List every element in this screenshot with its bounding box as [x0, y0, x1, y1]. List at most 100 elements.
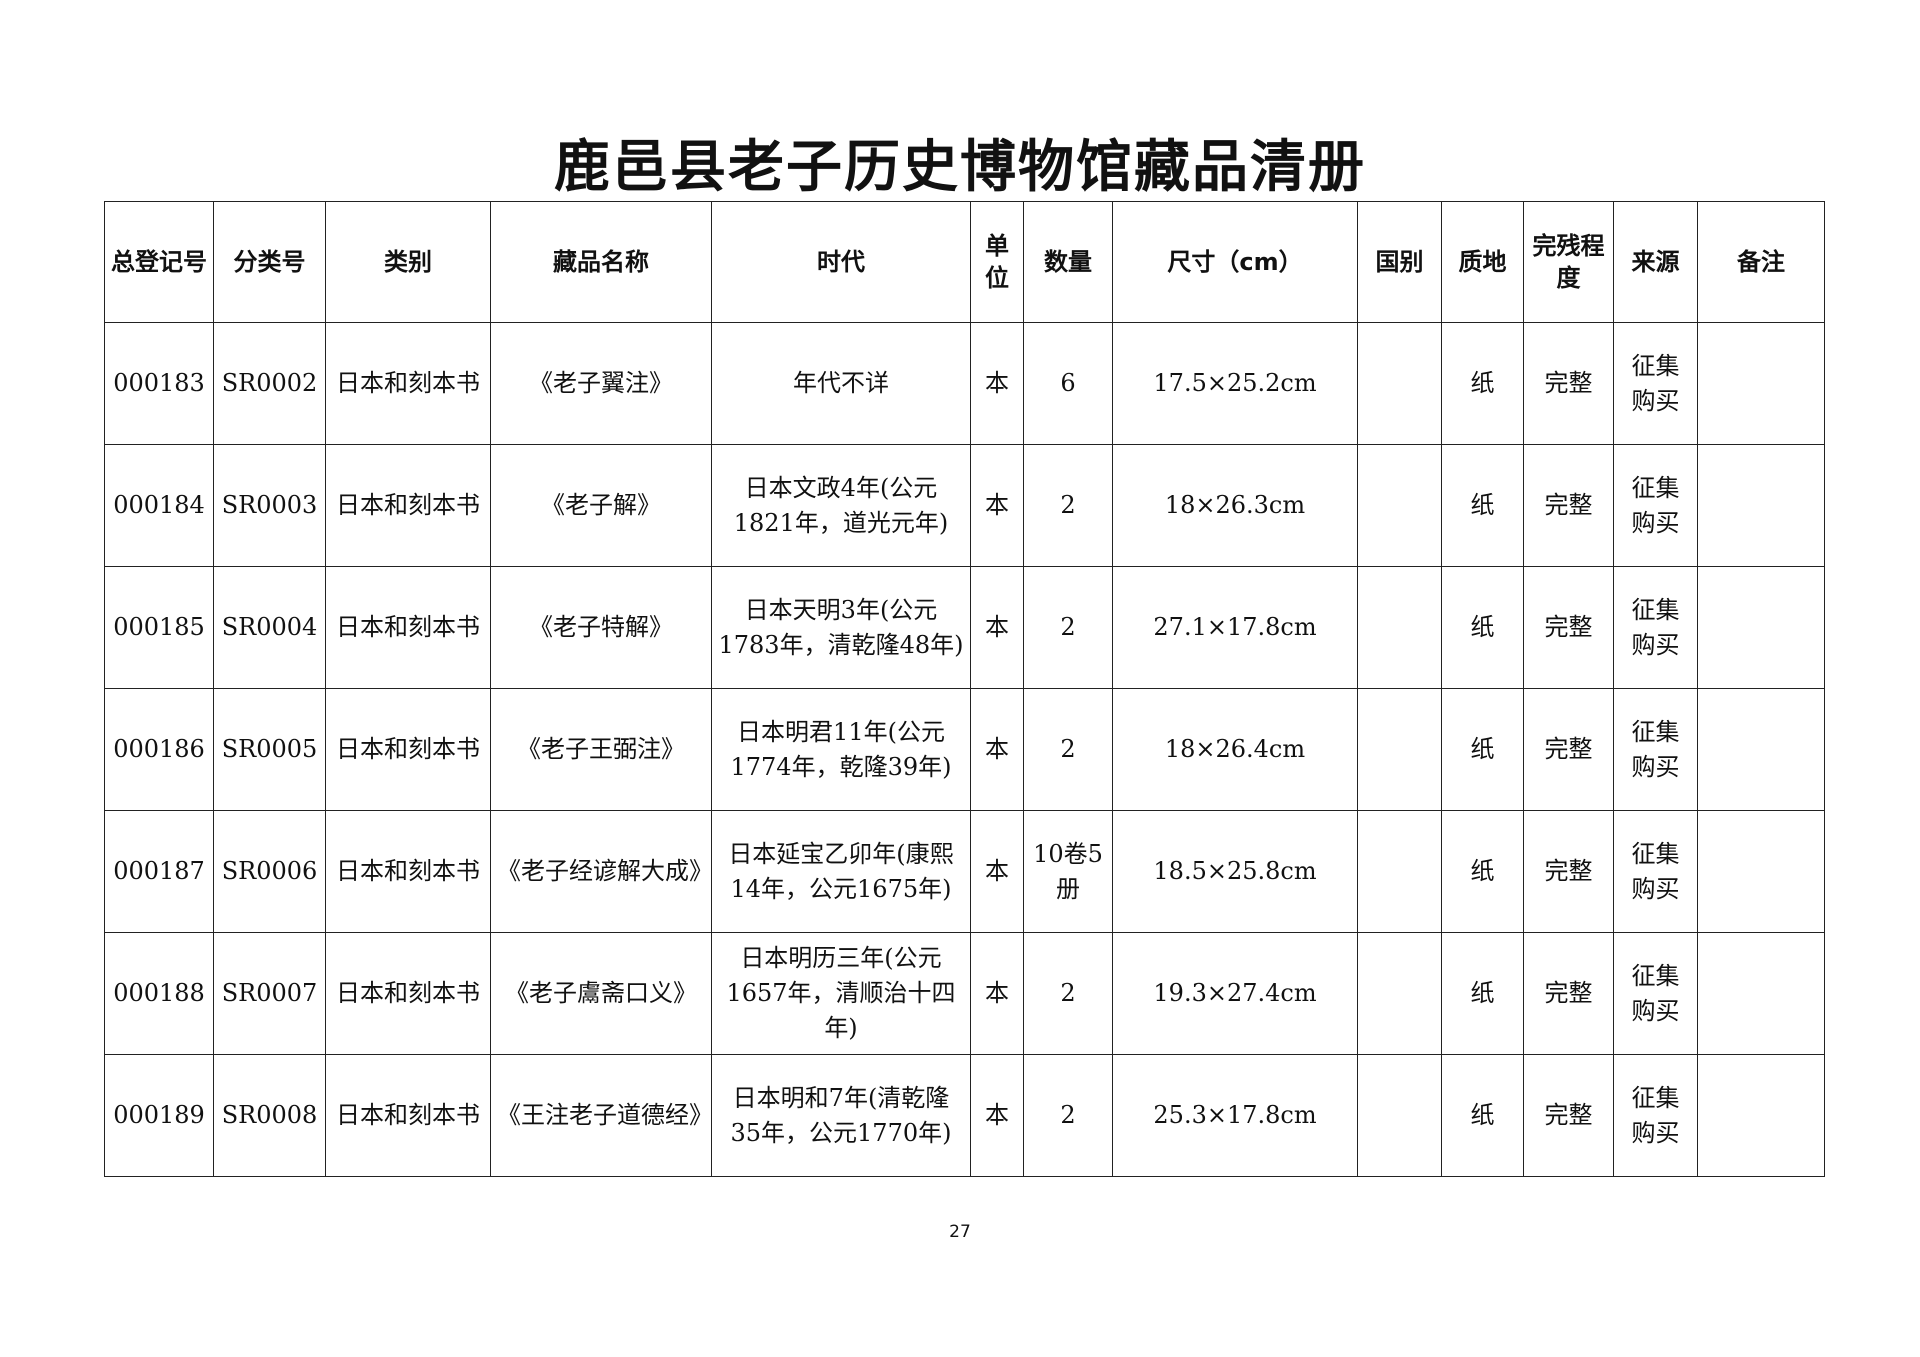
remarks-cell — [1697, 322, 1825, 445]
unit-cell: 本 — [970, 932, 1024, 1055]
category-cell: 日本和刻本书 — [325, 566, 491, 689]
country-cell — [1357, 1054, 1442, 1177]
table-body: 000183 SR0002 日本和刻本书 《老子翼注》 年代不详本 6 17.5×25.2c… — [104, 322, 1825, 1177]
source-cell: 征集购买 — [1613, 566, 1698, 689]
unit-cell: 本 — [970, 810, 1024, 933]
header-material: 质地 — [1441, 201, 1524, 323]
country-cell — [1357, 688, 1442, 811]
material-cell: 纸 — [1441, 932, 1524, 1055]
page-title: 鹿邑县老子历史博物馆藏品清册 — [554, 135, 1366, 200]
dimensions-cell: 18×26.3cm — [1112, 444, 1358, 567]
country-cell — [1357, 810, 1442, 933]
era-cell: 年代不详 — [711, 322, 971, 445]
remarks-cell — [1697, 1054, 1825, 1177]
header-item-name: 藏品名称 — [490, 201, 712, 323]
source-cell: 征集购买 — [1613, 810, 1698, 933]
dimensions-cell: 17.5×25.2cm — [1112, 322, 1358, 445]
category-cell: 日本和刻本书 — [325, 932, 491, 1055]
item-name-cell: 《老子特解》 — [490, 566, 712, 689]
unit-cell: 本 — [970, 688, 1024, 811]
country-cell — [1357, 322, 1442, 445]
table-row: 000189 SR0008 日本和刻本书 《王注老子道德经》 日本明和7年(清乾隆35年… — [104, 1054, 1825, 1177]
classification-number-cell: SR0005 — [213, 688, 326, 811]
item-name-cell: 《老子王弼注》 — [490, 688, 712, 811]
category-cell: 日本和刻本书 — [325, 322, 491, 445]
header-registration-number: 总登记号 — [104, 201, 214, 323]
material-cell: 纸 — [1441, 1054, 1524, 1177]
condition-cell: 完整 — [1523, 932, 1614, 1055]
quantity-cell: 2 — [1023, 688, 1113, 811]
unit-cell: 本 — [970, 1054, 1024, 1177]
header-classification-number: 分类号 — [213, 201, 326, 323]
condition-cell: 完整 — [1523, 566, 1614, 689]
era-cell: 日本延宝乙卯年(康熙14年，公元1675年) — [711, 810, 971, 933]
table-row: 000188 SR0007 日本和刻本书 《老子鬳斋口义》 日本明历三年(公元1657年… — [104, 932, 1825, 1055]
header-remarks: 备注 — [1697, 201, 1825, 323]
item-name-cell: 《老子解》 — [490, 444, 712, 567]
era-cell: 日本明历三年(公元1657年，清顺治十四年) — [711, 932, 971, 1055]
material-cell: 纸 — [1441, 810, 1524, 933]
era-cell: 日本明君11年(公元1774年，乾隆39年) — [711, 688, 971, 811]
header-era: 时代 — [711, 201, 971, 323]
condition-cell: 完整 — [1523, 688, 1614, 811]
registration-number-cell: 000188 — [104, 932, 214, 1055]
era-cell: 日本天明3年(公元1783年，清乾隆48年) — [711, 566, 971, 689]
table-row: 000186 SR0005 日本和刻本书 《老子王弼注》 日本明君11年(公元1774年… — [104, 688, 1825, 811]
registration-number-cell: 000185 — [104, 566, 214, 689]
classification-number-cell: SR0007 — [213, 932, 326, 1055]
classification-number-cell: SR0008 — [213, 1054, 326, 1177]
table-row: 000185 SR0004 日本和刻本书 《老子特解》 日本天明3年(公元1783年，清… — [104, 566, 1825, 689]
unit-cell: 本 — [970, 444, 1024, 567]
registration-number-cell: 000189 — [104, 1054, 214, 1177]
category-cell: 日本和刻本书 — [325, 688, 491, 811]
unit-cell: 本 — [970, 322, 1024, 445]
dimensions-cell: 18.5×25.8cm — [1112, 810, 1358, 933]
header-category: 类别 — [325, 201, 491, 323]
category-cell: 日本和刻本书 — [325, 1054, 491, 1177]
table-row: 000187 SR0006 日本和刻本书 《老子经谚解大成》 日本延宝乙卯年(康熙14年… — [104, 810, 1825, 933]
classification-number-cell: SR0003 — [213, 444, 326, 567]
condition-cell: 完整 — [1523, 322, 1614, 445]
quantity-cell: 2 — [1023, 566, 1113, 689]
material-cell: 纸 — [1441, 688, 1524, 811]
item-name-cell: 《王注老子道德经》 — [490, 1054, 712, 1177]
quantity-cell: 2 — [1023, 932, 1113, 1055]
remarks-cell — [1697, 810, 1825, 933]
header-country: 国别 — [1357, 201, 1442, 323]
material-cell: 纸 — [1441, 444, 1524, 567]
collection-table: 总登记号 分类号 类别 藏品名称 时代 单位 数量 尺寸（cm） 国别 质地 完… — [104, 201, 1825, 1177]
registration-number-cell: 000187 — [104, 810, 214, 933]
source-cell: 征集购买 — [1613, 1054, 1698, 1177]
registration-number-cell: 000186 — [104, 688, 214, 811]
header-dimensions: 尺寸（cm） — [1112, 201, 1358, 323]
source-cell: 征集购买 — [1613, 932, 1698, 1055]
header-condition: 完残程度 — [1523, 201, 1614, 323]
condition-cell: 完整 — [1523, 444, 1614, 567]
country-cell — [1357, 444, 1442, 567]
condition-cell: 完整 — [1523, 810, 1614, 933]
remarks-cell — [1697, 444, 1825, 567]
country-cell — [1357, 566, 1442, 689]
source-cell: 征集购买 — [1613, 322, 1698, 445]
registration-number-cell: 000184 — [104, 444, 214, 567]
material-cell: 纸 — [1441, 322, 1524, 445]
remarks-cell — [1697, 566, 1825, 689]
dimensions-cell: 18×26.4cm — [1112, 688, 1358, 811]
header-source: 来源 — [1613, 201, 1698, 323]
dimensions-cell: 19.3×27.4cm — [1112, 932, 1358, 1055]
quantity-cell: 2 — [1023, 1054, 1113, 1177]
dimensions-cell: 27.1×17.8cm — [1112, 566, 1358, 689]
classification-number-cell: SR0004 — [213, 566, 326, 689]
quantity-cell: 10卷5册 — [1023, 810, 1113, 933]
quantity-cell: 2 — [1023, 444, 1113, 567]
classification-number-cell: SR0006 — [213, 810, 326, 933]
era-cell: 日本文政4年(公元1821年，道光元年) — [711, 444, 971, 567]
table-header-row: 总登记号 分类号 类别 藏品名称 时代 单位 数量 尺寸（cm） 国别 质地 完… — [104, 201, 1825, 323]
category-cell: 日本和刻本书 — [325, 444, 491, 567]
category-cell: 日本和刻本书 — [325, 810, 491, 933]
remarks-cell — [1697, 688, 1825, 811]
source-cell: 征集购买 — [1613, 688, 1698, 811]
item-name-cell: 《老子经谚解大成》 — [490, 810, 712, 933]
item-name-cell: 《老子翼注》 — [490, 322, 712, 445]
page-number: 27 — [949, 1222, 971, 1242]
